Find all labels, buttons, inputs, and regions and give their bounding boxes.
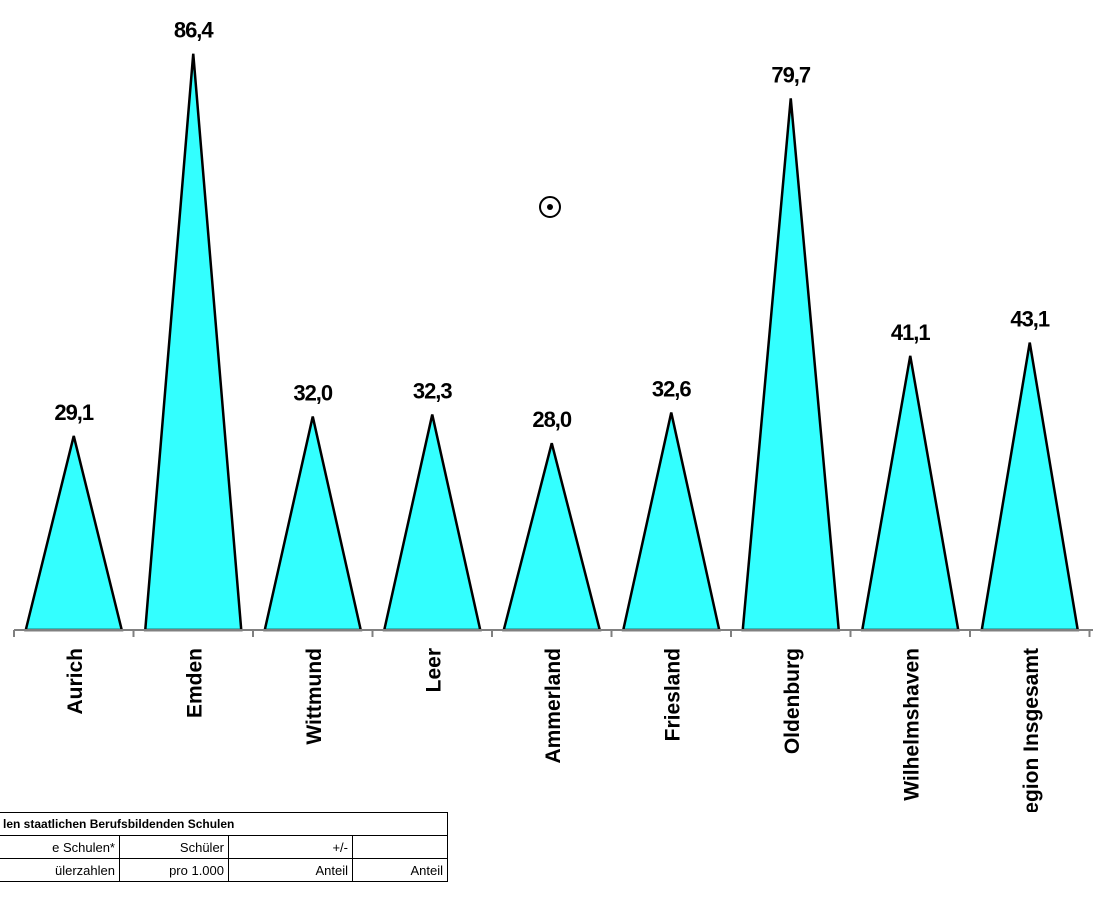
category-label: Wittmund (303, 648, 326, 745)
table-title-row: len staatlichen Berufsbildenden Schulen (0, 812, 448, 836)
table-cell: Anteil (228, 858, 353, 882)
category-label: Wilhelmshaven (900, 648, 923, 801)
table-title: len staatlichen Berufsbildenden Schulen (0, 812, 448, 836)
category-label: Ammerland (542, 648, 565, 764)
bar-ammerland (502, 442, 602, 632)
data-label: 32,6 (652, 377, 692, 402)
data-label: 29,1 (54, 400, 94, 425)
bar-region-insgesamt (980, 342, 1080, 632)
bar-emden (143, 53, 243, 632)
table-cell: Schüler (119, 835, 229, 859)
data-table-fragment: len staatlichen Berufsbildenden Schulen … (0, 812, 448, 882)
table-cell: ülerzahlen (0, 858, 120, 882)
data-label: 32,0 (293, 381, 333, 406)
table-cell: +/- (228, 835, 353, 859)
data-label: 32,3 (413, 379, 453, 404)
bar-oldenburg (741, 98, 841, 632)
category-label: Region Insgesamt (1020, 648, 1043, 812)
table-cell (352, 835, 448, 859)
data-label: 79,7 (771, 62, 811, 87)
category-label: Emden (183, 648, 206, 718)
data-label: 41,1 (891, 320, 931, 345)
data-labels: 29,1 86,4 32,0 32,3 28,0 32,6 79,7 41,1 43,1 (54, 18, 1051, 433)
x-axis-ticks (13, 630, 1091, 637)
category-labels: Aurich Emden Wittmund Leer Ammerland Frieslan… (64, 648, 1043, 812)
category-label: Leer (422, 648, 445, 692)
category-label: Friesland (661, 648, 684, 741)
data-label: 86,4 (174, 18, 215, 43)
data-label: 43,1 (1010, 307, 1050, 332)
table-cell: pro 1.000 (119, 858, 229, 882)
target-marker-icon (539, 196, 561, 218)
bar-aurich (24, 435, 124, 632)
category-label: Oldenburg (781, 648, 804, 754)
bar-wittmund (263, 416, 363, 632)
bar-friesland (621, 412, 721, 632)
bar-wilhelmshaven (860, 355, 960, 632)
data-label: 28,0 (532, 407, 572, 432)
category-label: Aurich (64, 648, 87, 715)
table-row: ülerzahlen pro 1.000 Anteil Anteil (0, 858, 448, 882)
table-cell: Anteil (352, 858, 448, 882)
table-row: e Schulen* Schüler +/- (0, 835, 448, 859)
table-cell: e Schulen* (0, 835, 120, 859)
bar-leer (382, 414, 482, 632)
bar-chart: 29,1 86,4 32,0 32,3 28,0 32,6 79,7 41,1 43,1 Aur… (13, 18, 1093, 812)
